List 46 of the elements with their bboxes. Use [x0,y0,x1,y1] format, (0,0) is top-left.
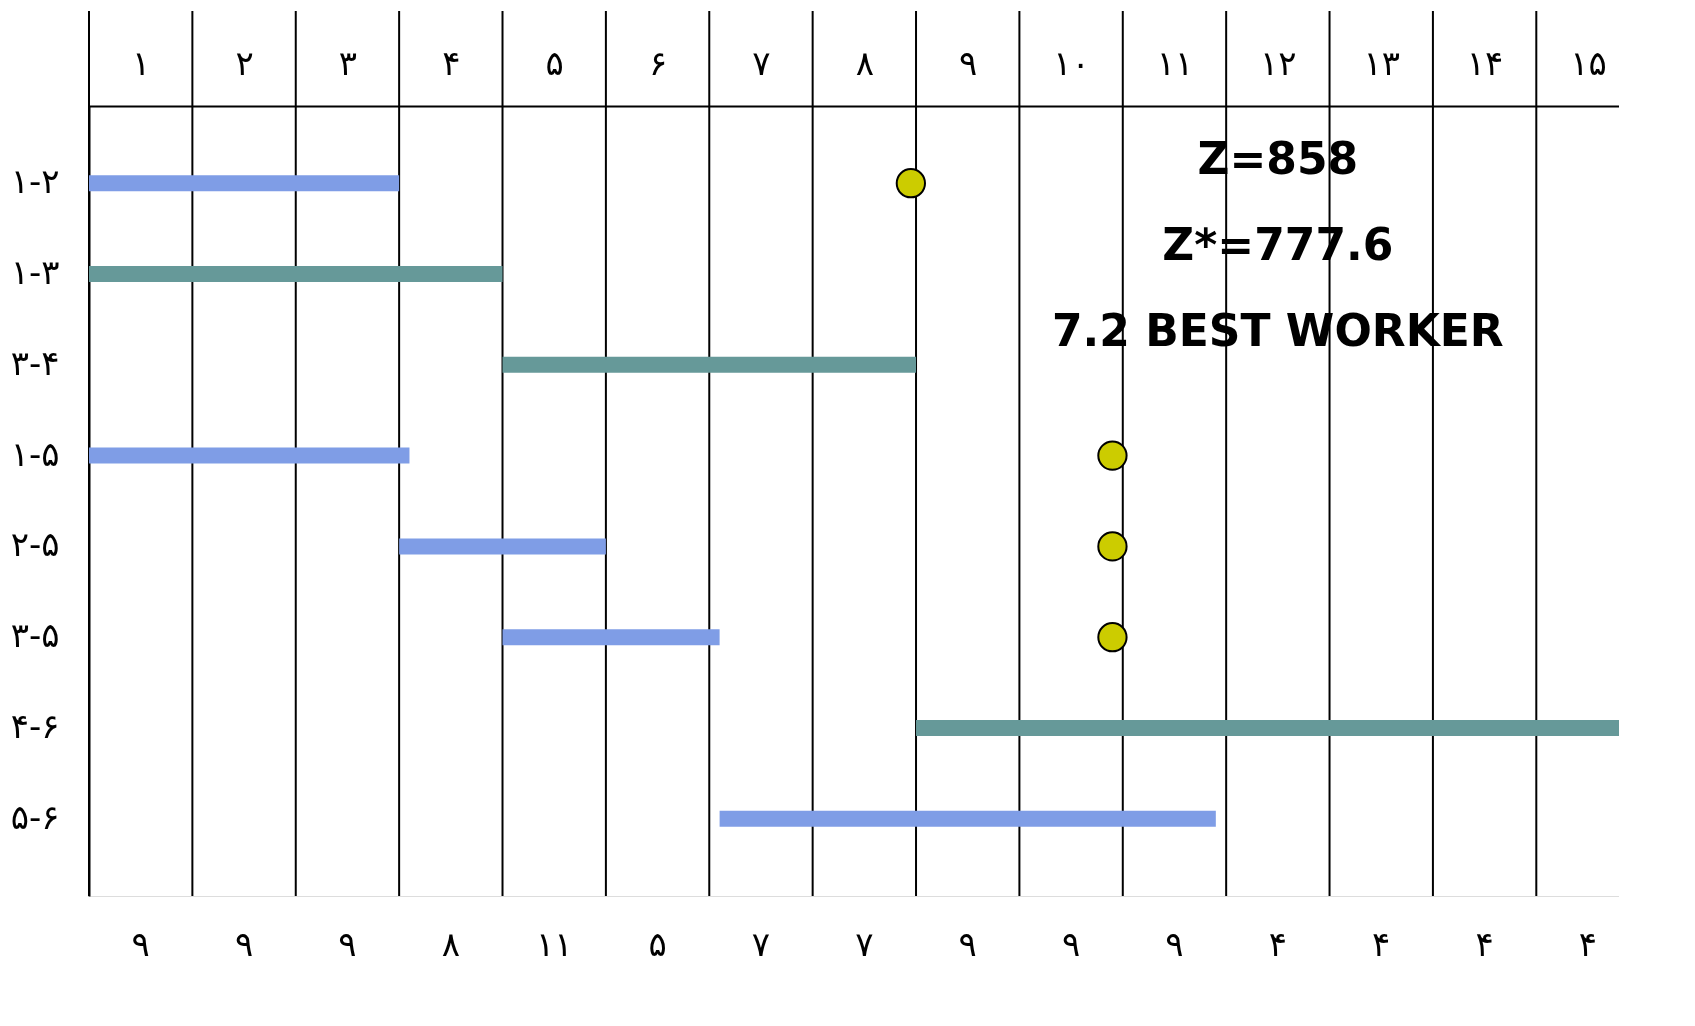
y-tick-label: ۴-۶ [10,706,60,747]
x-tick-label: ١٣ [1363,42,1400,83]
text: ٧ [855,924,874,964]
x-tick-label: ٨ [855,42,874,83]
bar [502,356,917,373]
y-tick-label: ۱-۲ [10,161,60,202]
y-tick-label: ۱-۳ [10,251,60,292]
bar [89,175,400,192]
y-tick-label: ۲-۵ [10,524,60,565]
bar [916,720,1619,737]
x-tick-label: ۶ [648,42,668,83]
text: ۵ [648,924,667,964]
text: ٨ [441,924,460,964]
x-tick-label: ١ [132,42,151,83]
text: ٩ [958,924,977,964]
x-tick-label: ١۵ [1570,42,1607,83]
x-tick-label: ٢ [235,42,254,83]
y-tick-label: ۱-۵ [10,433,60,474]
text: ٩ [1165,924,1184,964]
x-tick-label: ١١ [1156,42,1194,83]
x-tick-label: ١٠ [1053,42,1090,83]
text: ٩ [234,924,254,964]
bar [89,447,410,464]
y-tick-label: ۳-۵ [10,615,60,656]
y-tick-label: ۵-۶ [10,796,60,837]
x-tick-label: ١۴ [1466,42,1504,83]
bar [399,538,606,555]
text: ۴ [1578,924,1598,964]
x-tick-label: ٩ [959,42,978,83]
x-tick-label: ٧ [752,42,771,83]
bar [89,265,503,282]
y-tick-label: ۳-۴ [10,342,60,383]
text: ۴ [1372,924,1391,964]
text: ۴ [1475,924,1494,964]
text: ٩ [338,924,357,964]
x-tick-label: ١٢ [1260,42,1297,83]
text: ١١ [535,924,573,964]
text: ۴ [1268,924,1287,964]
bar [719,810,1216,827]
bar [502,629,720,646]
text: ٩ [131,924,150,964]
text: ٩ [1061,924,1081,964]
x-tick-label: ٣ [338,42,358,83]
text: ٧ [751,924,771,964]
x-tick-label: ۴ [442,42,461,83]
x-tick-label: ۵ [545,42,564,83]
